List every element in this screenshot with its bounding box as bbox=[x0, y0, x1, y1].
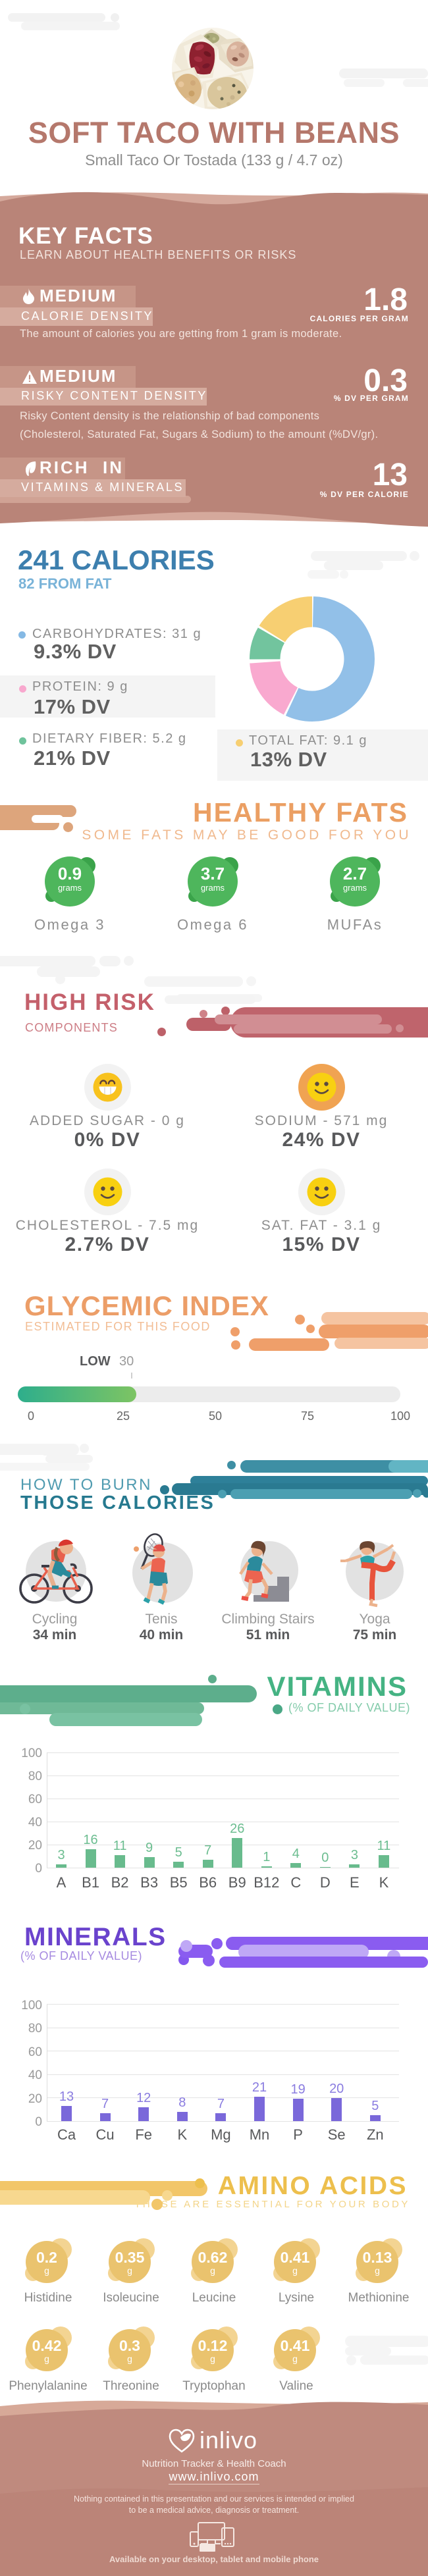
svg-text:0.12: 0.12 bbox=[198, 2337, 228, 2354]
svg-text:0.2: 0.2 bbox=[36, 2249, 57, 2266]
svg-text:0.9: 0.9 bbox=[58, 864, 82, 883]
svg-text:g: g bbox=[292, 2353, 298, 2364]
svg-text:g: g bbox=[375, 2265, 380, 2276]
svg-text:0.3: 0.3 bbox=[119, 2337, 140, 2354]
svg-text:grams: grams bbox=[343, 883, 367, 893]
svg-text:g: g bbox=[210, 2353, 215, 2364]
svg-text:g: g bbox=[127, 2353, 132, 2364]
svg-text:0.62: 0.62 bbox=[198, 2249, 228, 2266]
svg-text:g: g bbox=[44, 2353, 49, 2364]
svg-text:g: g bbox=[44, 2265, 49, 2276]
svg-text:3.7: 3.7 bbox=[201, 864, 225, 883]
svg-text:0.35: 0.35 bbox=[115, 2249, 145, 2266]
svg-text:2.7: 2.7 bbox=[343, 864, 367, 883]
svg-text:0.13: 0.13 bbox=[363, 2249, 392, 2266]
svg-text:g: g bbox=[127, 2265, 132, 2276]
svg-text:0.41: 0.41 bbox=[281, 2337, 310, 2354]
svg-text:0.41: 0.41 bbox=[281, 2249, 310, 2266]
svg-text:g: g bbox=[292, 2265, 298, 2276]
svg-text:0.42: 0.42 bbox=[32, 2337, 62, 2354]
svg-text:g: g bbox=[210, 2265, 215, 2276]
svg-text:grams: grams bbox=[201, 883, 225, 893]
svg-text:grams: grams bbox=[58, 883, 82, 893]
